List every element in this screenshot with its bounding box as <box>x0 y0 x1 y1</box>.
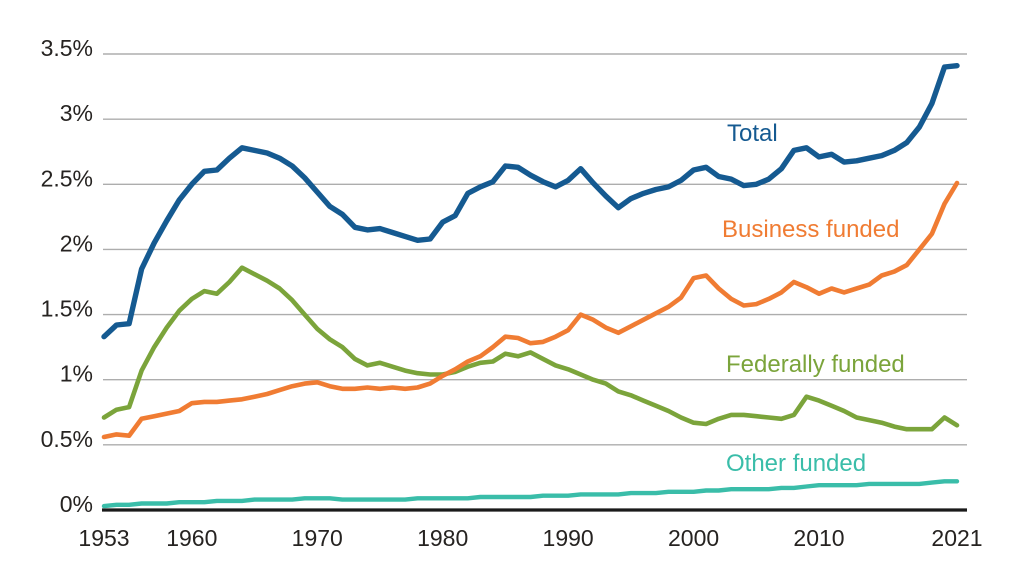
y-tick-label-3%: 3% <box>60 100 93 126</box>
y-tick-label-0.5%: 0.5% <box>41 426 93 452</box>
x-tick-label-2021: 2021 <box>931 525 982 551</box>
x-tick-label-2010: 2010 <box>793 525 844 551</box>
y-tick-label-0%: 0% <box>60 491 93 517</box>
series-line-total <box>101 62 960 340</box>
series-line-federally-funded <box>101 265 960 432</box>
series-label-total: Total <box>727 120 778 147</box>
y-tick-label-2%: 2% <box>60 230 93 256</box>
series-label-other-funded: Other funded <box>726 450 867 477</box>
y-tick-label-1.5%: 1.5% <box>41 296 93 322</box>
y-tick-label-2.5%: 2.5% <box>41 165 93 191</box>
x-tick-label-1970: 1970 <box>292 525 343 551</box>
x-tick-label-2000: 2000 <box>668 525 719 551</box>
x-tick-label-1960: 1960 <box>166 525 217 551</box>
x-tick-label-1953: 1953 <box>78 525 129 551</box>
y-tick-label-1%: 1% <box>60 361 93 387</box>
series-label-business-funded: Business funded <box>722 216 900 243</box>
series-label-federally-funded: Federally funded <box>726 351 905 378</box>
x-tick-label-1990: 1990 <box>543 525 594 551</box>
x-tick-label-1980: 1980 <box>417 525 468 551</box>
y-tick-label-3.5%: 3.5% <box>41 35 93 61</box>
series-line-business-funded <box>101 180 960 440</box>
series-line-other-funded <box>101 479 960 509</box>
